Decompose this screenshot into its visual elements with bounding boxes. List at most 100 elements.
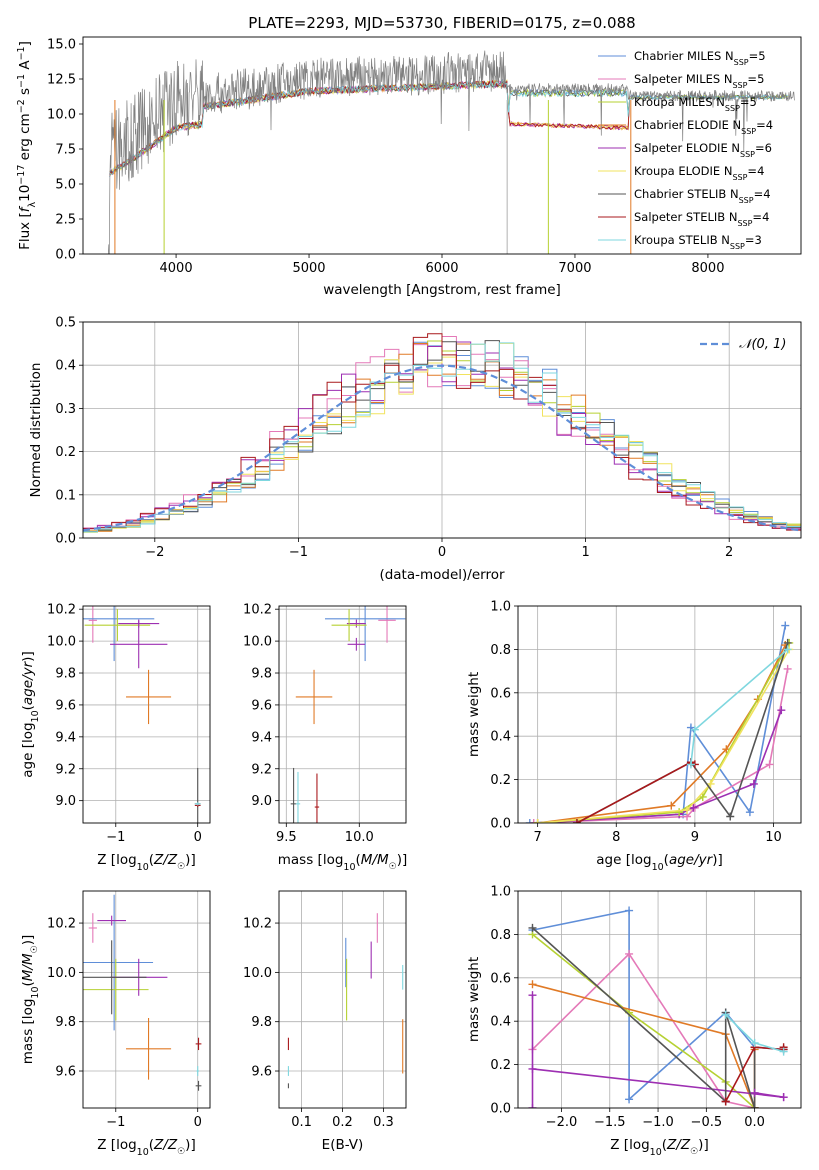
y-tick-label: 0.2 <box>490 1058 511 1073</box>
x-axis-label: mass [log10(M/M☉)] <box>278 852 408 873</box>
weight-series-line <box>537 648 790 823</box>
plot-area-age-vs-mass <box>290 606 406 823</box>
y-tick-label: 10.0 <box>47 108 76 123</box>
y-tick-label: 9.8 <box>251 1015 272 1030</box>
panel-residuals: −2 −1 0 1 2 0.0 0.1 0.2 0.3 0.4 0.5 (data-model)/er… <box>28 316 802 583</box>
y-axis-label: mass [log10(M/M☉)] <box>20 935 41 1065</box>
weight-point-marker <box>625 1095 634 1104</box>
x-axis-label: Z [log10(Z/Z☉)] <box>97 852 195 873</box>
plot-area-weight-vs-Z <box>528 906 788 1108</box>
y-tick-label: 0.0 <box>55 248 76 263</box>
x-tick-label: −1.0 <box>642 1115 674 1130</box>
weight-point-marker <box>572 819 581 823</box>
weight-point-marker <box>690 725 699 734</box>
x-axis-label: E(B-V) <box>322 1137 364 1153</box>
legend-label: Salpeter ELODIE NSSP=6 <box>634 141 772 159</box>
y-tick-label: 9.6 <box>55 698 76 713</box>
axes-frame <box>82 321 802 539</box>
y-tick-label: 5.0 <box>55 178 76 193</box>
y-tick-label: 9.2 <box>55 762 76 777</box>
y-tick-label: 9.0 <box>251 794 272 809</box>
weight-point-marker <box>533 819 542 823</box>
y-tick-label: 0.0 <box>490 817 511 832</box>
plot-area-weight-vs-age <box>525 621 794 823</box>
y-tick-label: 10.2 <box>243 917 272 932</box>
axes-frame <box>82 605 211 824</box>
weight-point-marker <box>529 819 538 823</box>
y-tick-label: 0.3 <box>55 402 76 417</box>
weight-series-line <box>754 1092 784 1098</box>
axes-frame <box>278 890 407 1109</box>
observed-spectrum-line <box>107 50 795 254</box>
weight-point-marker <box>781 621 790 630</box>
x-tick-label: 0 <box>438 545 446 560</box>
y-tick-label: 0.0 <box>55 532 76 547</box>
x-tick-label: 0 <box>194 830 202 845</box>
weight-point-marker <box>683 805 692 814</box>
legend-label: Kroupa STELIB NSSP=3 <box>634 233 762 251</box>
x-tick-label: −0.5 <box>691 1115 723 1130</box>
chart-title: PLATE=2293, MJD=53730, FIBERID=0175, z=0… <box>248 14 635 32</box>
legend-label: Kroupa MILES NSSP=5 <box>634 95 757 113</box>
weight-series-line <box>531 933 756 1108</box>
x-tick-label: 2 <box>725 545 733 560</box>
y-tick-label: 0.5 <box>55 316 76 331</box>
weight-point-marker <box>750 1104 759 1108</box>
y-tick-label: 9.6 <box>251 698 272 713</box>
y-tick-label: 0.6 <box>490 686 511 701</box>
y-tick-label: 0.1 <box>55 488 76 503</box>
weight-point-marker <box>706 779 715 788</box>
x-tick-label: −1.5 <box>594 1115 626 1130</box>
weight-point-marker <box>525 819 534 823</box>
x-tick-label: 7000 <box>558 261 591 276</box>
panel-spectrum: 4000 5000 6000 7000 8000 0.0 2.5 5.0 7.5 10.0 12.5… <box>16 14 802 298</box>
weight-point-marker <box>528 1104 537 1108</box>
y-tick-label: 0.2 <box>490 773 511 788</box>
legend-label: Kroupa ELODIE NSSP=4 <box>634 164 764 182</box>
weight-point-marker <box>750 1088 759 1097</box>
panel-age-vs-mass: 9.5 10.0 9.0 9.2 9.4 9.6 9.8 10.0 10.2 mass [log1… <box>243 603 408 873</box>
weight-point-marker <box>667 801 676 810</box>
weight-series-line <box>537 644 787 823</box>
x-tick-label: −1 <box>106 1115 125 1130</box>
y-tick-label: 9.2 <box>251 762 272 777</box>
y-tick-label: 10.0 <box>47 966 76 981</box>
weight-point-marker <box>721 1010 730 1019</box>
weight-point-marker <box>675 808 684 817</box>
weight-point-marker <box>625 949 634 958</box>
plot-area-mass-vs-ebv <box>287 913 404 1089</box>
weight-series-line <box>529 625 787 823</box>
x-tick-label: 0.2 <box>332 1115 353 1130</box>
weight-point-marker <box>745 808 754 817</box>
x-tick-label: 0.0 <box>744 1115 765 1130</box>
weight-point-marker <box>765 760 774 769</box>
x-tick-label: 9 <box>691 830 699 845</box>
y-tick-label: 1.0 <box>490 885 511 900</box>
y-tick-label: 9.8 <box>55 1015 76 1030</box>
weight-point-marker <box>686 760 695 769</box>
weight-point-marker <box>726 812 735 821</box>
legend-label: Salpeter STELIB NSSP=4 <box>634 210 769 228</box>
y-tick-label: 10.2 <box>47 917 76 932</box>
weight-series-line <box>576 642 789 823</box>
weight-series-line <box>531 995 784 1108</box>
y-tick-label: 1.0 <box>490 600 511 615</box>
weight-point-marker <box>783 645 792 654</box>
x-tick-label: 0.3 <box>373 1115 394 1130</box>
legend-label: 𝒩(0, 1) <box>739 337 786 352</box>
y-tick-label: 9.4 <box>251 730 272 745</box>
x-tick-label: −1 <box>289 545 308 560</box>
y-tick-label: 10.0 <box>47 635 76 650</box>
panel-age-vs-Z: −1 0 9.0 9.2 9.4 9.6 9.8 10.0 10.2 Z [log10(Z/Z☉)… <box>20 603 211 873</box>
legend-label: Chabrier ELODIE NSSP=4 <box>634 118 773 136</box>
y-tick-label: 10.2 <box>47 603 76 618</box>
x-tick-label: −2.0 <box>546 1115 578 1130</box>
weight-point-marker <box>721 1097 730 1106</box>
axes-frame <box>82 890 211 1109</box>
y-tick-label: 0.4 <box>55 359 76 374</box>
y-tick-label: 9.6 <box>55 1065 76 1080</box>
weight-point-marker <box>625 906 634 915</box>
x-tick-label: 9.5 <box>276 830 297 845</box>
y-tick-label: 9.0 <box>55 794 76 809</box>
